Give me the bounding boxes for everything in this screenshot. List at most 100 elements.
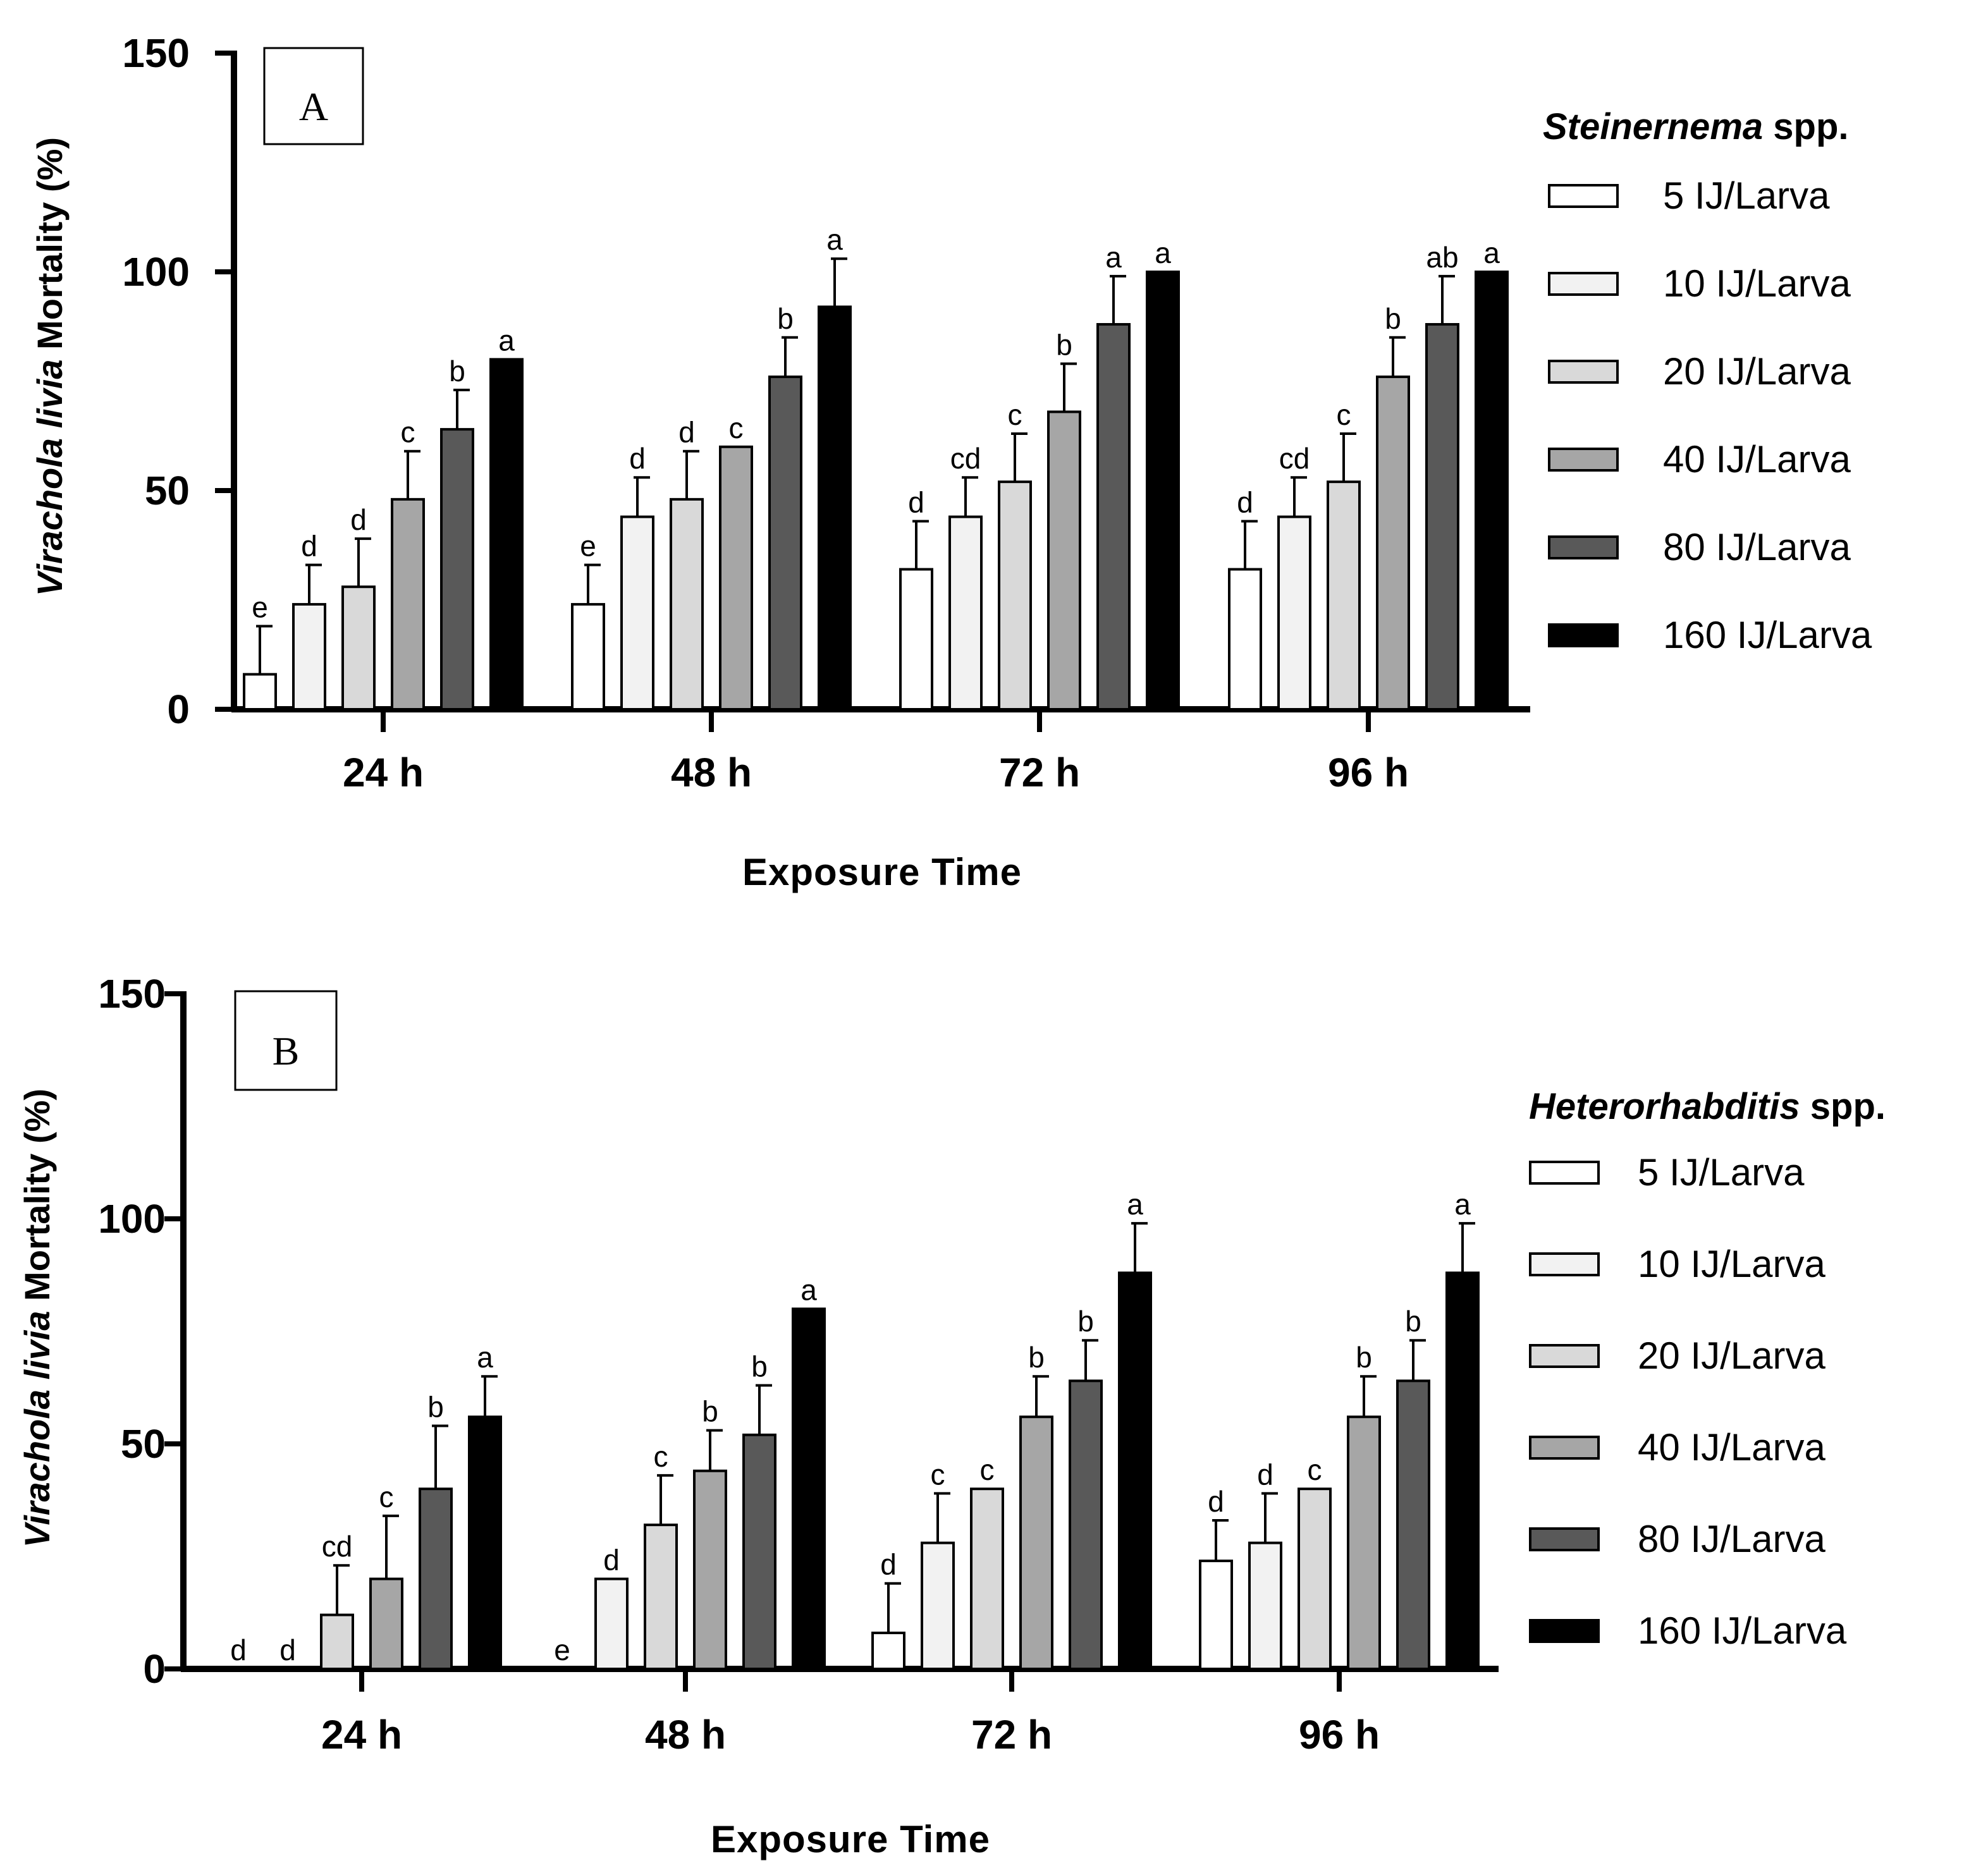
y-axis-title-italic: Virachola livia xyxy=(30,360,70,597)
bar xyxy=(670,498,704,711)
x-category-label: 96 h xyxy=(1328,750,1409,795)
y-tick-label: 50 xyxy=(121,1421,166,1467)
significance-letter: d xyxy=(629,442,646,475)
x-category-label: 48 h xyxy=(671,750,752,795)
bar xyxy=(571,602,605,711)
bar xyxy=(1298,1487,1332,1670)
bar xyxy=(419,1487,453,1670)
significance-letter: e xyxy=(252,591,268,624)
bar xyxy=(899,568,933,711)
x-category-label: 96 h xyxy=(1299,1712,1380,1757)
significance-letter: c xyxy=(1008,398,1022,431)
legend-entry-label: 10 IJ/Larva xyxy=(1638,1243,1825,1285)
significance-letter: cd xyxy=(1279,442,1310,475)
significance-letter: b xyxy=(702,1395,718,1428)
significance-letter: a xyxy=(1483,236,1500,269)
significance-letter: d xyxy=(1237,486,1253,518)
significance-letter: b xyxy=(427,1391,444,1424)
significance-letter: e xyxy=(580,530,596,563)
significance-letter: d xyxy=(678,416,695,449)
bar xyxy=(1047,410,1081,711)
legend-title-rest: spp. xyxy=(1763,106,1848,147)
legend-swatch xyxy=(1548,184,1619,208)
bar xyxy=(1475,271,1509,711)
panel-label-box xyxy=(263,47,364,145)
legend-entry-label: 80 IJ/Larva xyxy=(1638,1518,1825,1560)
legend-entry-label: 5 IJ/Larva xyxy=(1638,1151,1805,1194)
bar xyxy=(468,1415,502,1671)
y-axis-title-rest: Mortality (%) xyxy=(17,1089,57,1311)
legend-entry-label: 20 IJ/Larva xyxy=(1638,1334,1825,1377)
legend-entry-label: 5 IJ/Larva xyxy=(1663,174,1830,217)
significance-letter: b xyxy=(777,302,794,335)
bar xyxy=(998,480,1032,711)
x-category-label: 24 h xyxy=(321,1712,402,1757)
bar xyxy=(1425,323,1459,711)
significance-letter: b xyxy=(1356,1341,1372,1374)
legend-title-italic: Steinernema xyxy=(1543,106,1763,147)
bar xyxy=(792,1307,826,1670)
bar xyxy=(742,1433,776,1670)
legend-swatch xyxy=(1548,448,1619,472)
y-tick-label: 150 xyxy=(98,971,166,1017)
bar xyxy=(818,305,852,711)
significance-letter: d xyxy=(908,486,924,518)
legend-entry-label: 20 IJ/Larva xyxy=(1663,350,1851,393)
legend-entry-label: 40 IJ/Larva xyxy=(1638,1426,1825,1469)
y-axis-title: Virachola livia Mortality (%) xyxy=(30,137,70,596)
significance-letter: d xyxy=(350,503,367,536)
legend-entry-label: 40 IJ/Larva xyxy=(1663,438,1851,480)
y-tick-label: 0 xyxy=(167,687,190,732)
legend-entry-label: 10 IJ/Larva xyxy=(1663,262,1851,305)
legend-swatch xyxy=(1548,360,1619,384)
bar xyxy=(594,1577,629,1671)
bar xyxy=(320,1613,354,1671)
significance-letter: c xyxy=(401,416,415,449)
significance-letter: d xyxy=(230,1634,247,1666)
y-tick-label: 50 xyxy=(145,468,190,513)
legend: Steinernema spp. 5 IJ/Larva 10 IJ/Larva 20 … xyxy=(1543,106,1872,656)
significance-letter: e xyxy=(554,1634,570,1666)
bar xyxy=(1396,1379,1430,1671)
significance-letter: b xyxy=(1385,302,1401,335)
legend: Heterorhabditis spp. 5 IJ/Larva 10 IJ/Larv… xyxy=(1529,1086,1886,1652)
bar xyxy=(1277,515,1311,711)
bar xyxy=(243,673,277,711)
significance-letter: d xyxy=(1208,1485,1224,1518)
legend-swatch xyxy=(1548,535,1619,559)
significance-letter: a xyxy=(826,223,843,256)
significance-letter: a xyxy=(1454,1188,1471,1221)
significance-letter: b xyxy=(1405,1305,1421,1338)
significance-letter: d xyxy=(301,530,317,563)
bar xyxy=(644,1524,678,1670)
bar xyxy=(1118,1271,1152,1670)
significance-letter: c xyxy=(980,1453,995,1486)
significance-letter: a xyxy=(1155,236,1171,269)
x-category-label: 48 h xyxy=(645,1712,726,1757)
bar xyxy=(1146,271,1180,711)
bar xyxy=(1347,1415,1381,1671)
bar xyxy=(693,1469,727,1670)
x-category-label: 72 h xyxy=(971,1712,1052,1757)
y-axis-title: Virachola livia Mortality (%) xyxy=(17,1089,57,1548)
legend-swatch xyxy=(1548,272,1619,296)
bar xyxy=(1069,1379,1103,1671)
significance-letter: d xyxy=(279,1634,296,1666)
significance-letter: cd xyxy=(322,1530,353,1563)
bar xyxy=(1019,1415,1053,1671)
bar xyxy=(871,1632,905,1671)
bar xyxy=(620,515,654,711)
x-axis-title: Exposure Time xyxy=(742,851,1022,893)
y-tick-label: 100 xyxy=(122,249,190,295)
significance-letter: a xyxy=(801,1273,817,1306)
panel-label: B xyxy=(273,1029,300,1073)
legend-title: Steinernema spp. xyxy=(1543,106,1849,147)
bar xyxy=(1199,1560,1233,1671)
y-axis-title-rest: Mortality (%) xyxy=(30,137,70,360)
y-tick-label: 150 xyxy=(122,30,190,76)
significance-letter: c xyxy=(654,1440,668,1473)
bar xyxy=(489,358,524,711)
bar xyxy=(1228,568,1262,711)
legend-swatch xyxy=(1548,623,1619,647)
bar xyxy=(341,585,376,711)
